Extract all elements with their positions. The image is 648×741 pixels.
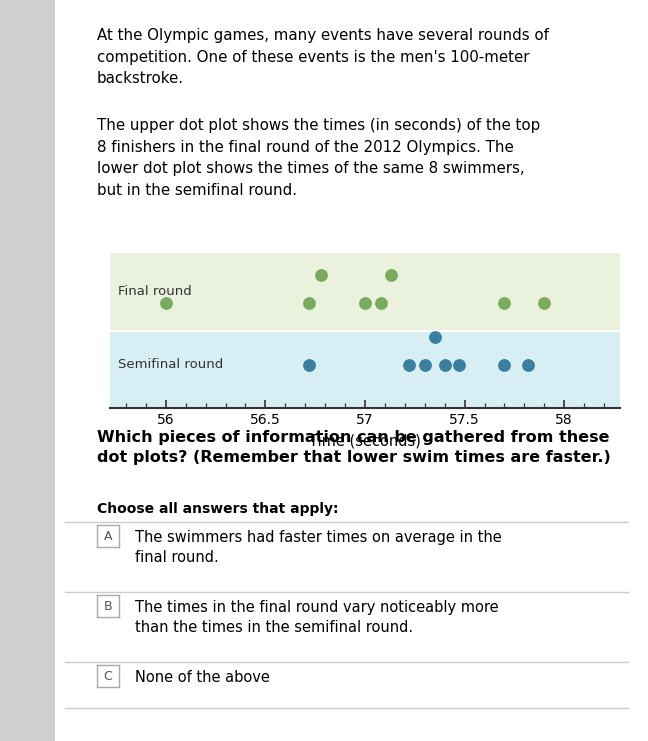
Point: [439, 359, 450, 370]
Text: The times in the final round vary noticeably more
than the times in the semifina: The times in the final round vary notice…: [135, 600, 498, 635]
Point: [304, 359, 314, 370]
Point: [386, 269, 396, 281]
Text: The upper dot plot shows the times (in seconds) of the top
8 finishers in the fi: The upper dot plot shows the times (in s…: [97, 118, 540, 198]
Point: [499, 296, 509, 308]
Point: [316, 269, 327, 281]
Point: [161, 296, 171, 308]
Point: [404, 359, 414, 370]
X-axis label: Time (seconds): Time (seconds): [309, 433, 421, 449]
Text: Semifinal round: Semifinal round: [118, 358, 223, 371]
Point: [523, 359, 533, 370]
Bar: [110, 253, 620, 330]
Point: [376, 296, 386, 308]
Point: [360, 296, 370, 308]
Text: At the Olympic games, many events have several rounds of
competition. One of the: At the Olympic games, many events have s…: [97, 28, 549, 86]
Text: Choose all answers that apply:: Choose all answers that apply:: [97, 502, 338, 516]
Point: [420, 359, 430, 370]
Text: B: B: [104, 599, 112, 613]
Text: The swimmers had faster times on average in the
final round.: The swimmers had faster times on average…: [135, 530, 502, 565]
Text: A: A: [104, 530, 112, 542]
Point: [539, 296, 550, 308]
Text: Final round: Final round: [118, 285, 192, 298]
Text: None of the above: None of the above: [135, 670, 270, 685]
Point: [304, 296, 314, 308]
Bar: [110, 330, 620, 408]
Text: C: C: [104, 670, 112, 682]
Point: [430, 330, 440, 342]
Text: Which pieces of information can be gathered from these
dot plots? (Remember that: Which pieces of information can be gathe…: [97, 430, 611, 465]
Point: [454, 359, 464, 370]
Point: [499, 359, 509, 370]
